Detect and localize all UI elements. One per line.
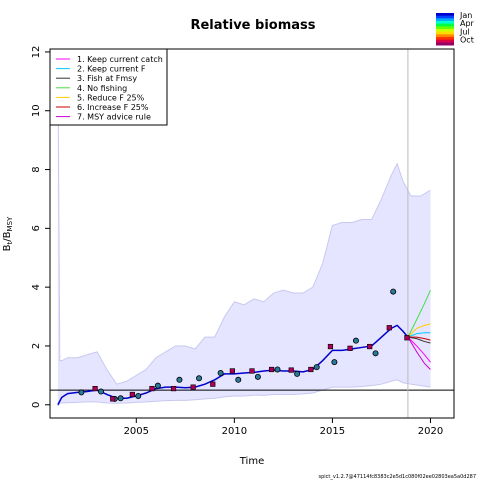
legend-entry-1: 1. Keep current catch bbox=[77, 55, 163, 64]
x-tick-label: 2005 bbox=[124, 426, 149, 437]
y-tick-label: 12 bbox=[31, 46, 42, 59]
scenario-line-6 bbox=[407, 336, 431, 341]
legend-entry-2: 2. Keep current F bbox=[77, 65, 146, 74]
scenario-line-7 bbox=[407, 336, 431, 370]
observation-circle bbox=[154, 382, 161, 389]
season-label: Jul bbox=[459, 27, 470, 36]
season-color-band bbox=[436, 31, 454, 35]
legend-entry-4: 4. No fishing bbox=[77, 84, 127, 93]
observation-circle bbox=[390, 288, 397, 295]
x-axis-label: Time bbox=[239, 456, 264, 467]
legend-entry-7: 7. MSY advice rule bbox=[77, 113, 151, 122]
plot-frame bbox=[49, 48, 455, 419]
y-tick-label: 10 bbox=[31, 104, 42, 117]
observation-points bbox=[78, 288, 410, 402]
observation-circle bbox=[254, 373, 261, 380]
observation-circle bbox=[235, 376, 242, 383]
season-label: Oct bbox=[460, 36, 474, 45]
scenario-line-1 bbox=[407, 336, 431, 363]
scenario-line-3 bbox=[407, 336, 431, 344]
observation-circle bbox=[217, 370, 224, 377]
observation-square bbox=[269, 366, 275, 373]
y-tick-label: 6 bbox=[31, 225, 42, 231]
observation-circle bbox=[196, 375, 203, 382]
season-color-band bbox=[436, 26, 454, 30]
axes: 2005 2010 2015 2020 0 2 4 6 8 10 12 bbox=[31, 46, 443, 437]
season-label: Jan bbox=[459, 11, 472, 20]
legend-entry-6: 6. Increase F 25% bbox=[77, 103, 149, 112]
y-tick-label: 8 bbox=[31, 166, 42, 172]
chart-title: Relative biomass bbox=[190, 18, 315, 33]
observation-circle bbox=[294, 370, 301, 377]
observation-square bbox=[386, 325, 392, 331]
legend-entry-5: 5. Reduce F 25% bbox=[77, 93, 145, 102]
x-tick-label: 2015 bbox=[320, 426, 345, 437]
observation-square bbox=[249, 368, 255, 374]
season-color-band bbox=[436, 42, 454, 46]
estimate-line bbox=[57, 324, 409, 406]
observation-square bbox=[288, 367, 294, 373]
observation-circle bbox=[176, 376, 183, 383]
observation-square bbox=[308, 366, 314, 373]
season-color-band bbox=[436, 29, 454, 33]
observation-square bbox=[92, 385, 98, 392]
observation-square bbox=[404, 335, 410, 341]
confidence-band bbox=[57, 51, 431, 407]
season-color-band bbox=[436, 21, 454, 25]
observation-circle bbox=[331, 359, 338, 366]
series-lines bbox=[50, 49, 454, 418]
observation-square bbox=[327, 343, 334, 350]
season-color-band bbox=[436, 18, 454, 22]
observation-circle bbox=[313, 364, 320, 371]
observation-square bbox=[170, 385, 177, 392]
observation-square bbox=[149, 385, 155, 392]
observation-circle bbox=[135, 392, 142, 399]
observation-square bbox=[190, 384, 196, 390]
observation-square bbox=[347, 345, 353, 351]
y-tick-label: 0 bbox=[31, 402, 42, 408]
version-footer: spict_v1.2.7@47114fc8383c2e5d1c080f02ee0… bbox=[319, 474, 477, 480]
scenario-line-2 bbox=[407, 332, 431, 338]
season-color-band bbox=[436, 15, 454, 19]
ci-upper-line bbox=[57, 51, 431, 385]
x-tick-label: 2020 bbox=[418, 426, 443, 437]
legend-box bbox=[49, 48, 168, 126]
observation-square bbox=[229, 368, 235, 374]
observation-square bbox=[367, 343, 373, 350]
observation-square bbox=[110, 396, 116, 402]
observation-circle bbox=[117, 395, 124, 402]
observation-circle bbox=[274, 366, 281, 373]
y-tick-label: 2 bbox=[31, 343, 42, 349]
observation-square bbox=[210, 381, 216, 387]
season-color-band bbox=[436, 13, 454, 17]
x-tick-label: 2010 bbox=[222, 426, 247, 437]
scenario-line-5 bbox=[407, 323, 431, 338]
legend-entry-3: 3. Fish at Fmsy bbox=[77, 74, 137, 83]
y-axis-label: Bt/BMSY bbox=[2, 216, 14, 251]
observation-circle bbox=[352, 337, 359, 344]
ci-lower-line bbox=[57, 379, 431, 407]
observation-circle bbox=[78, 389, 85, 396]
season-color-band bbox=[436, 37, 454, 41]
ci-band-area bbox=[57, 51, 431, 407]
observation-square bbox=[129, 391, 135, 398]
observation-circle bbox=[372, 350, 379, 357]
y-tick-label: 4 bbox=[31, 284, 42, 290]
scenario-line-4 bbox=[407, 289, 431, 338]
season-color-band bbox=[436, 39, 454, 43]
season-color-band bbox=[436, 23, 454, 27]
season-color-band bbox=[436, 34, 454, 38]
season-label: Apr bbox=[460, 19, 475, 28]
observation-circle bbox=[97, 388, 104, 395]
